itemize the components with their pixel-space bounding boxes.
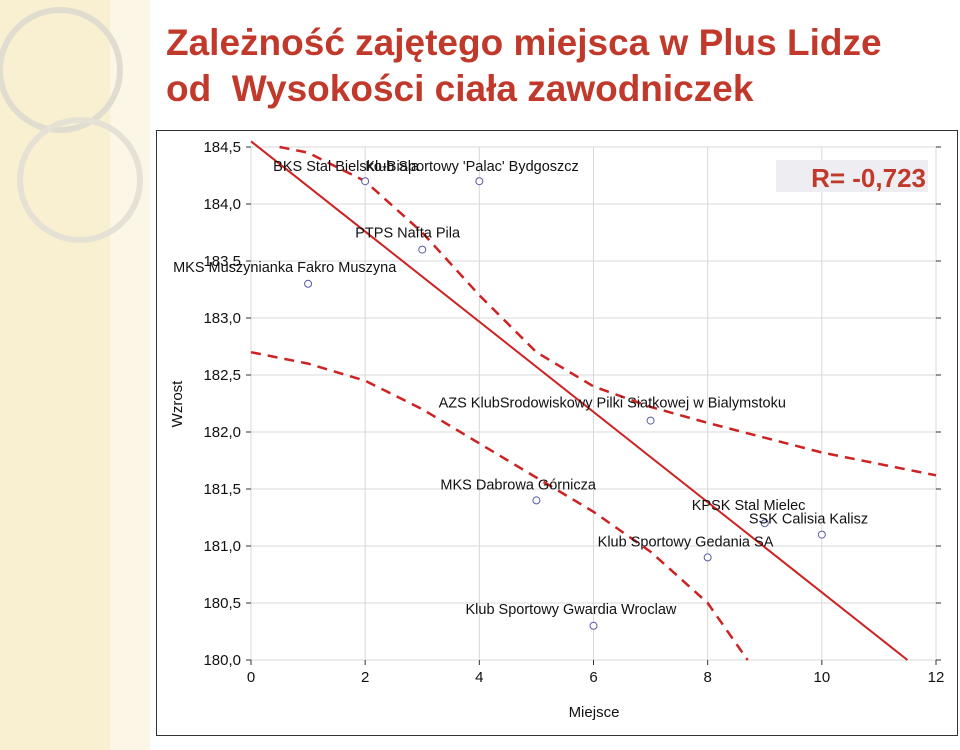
x-tick-label: 0	[247, 669, 255, 686]
regression-fit-line	[250, 140, 909, 661]
scatter-chart: MKS Muszynianka Fakro Muszyna BKS Stal Bi…	[169, 139, 944, 721]
data-points	[304, 177, 826, 630]
point-label: Klub Sportowy Gwardia Wroclaw	[466, 602, 677, 618]
x-axis-label: Miejsce	[569, 704, 620, 721]
x-tick-label: 8	[703, 669, 711, 686]
point-label: MKS Dabrowa Górnicza	[440, 477, 596, 493]
slide-title: Zależność zajętego miejsca w Plus Lidze …	[166, 20, 956, 112]
decor-ring-top	[0, 7, 123, 133]
data-point	[361, 177, 370, 186]
y-tick-label: 181,0	[203, 538, 241, 555]
data-point	[304, 279, 313, 288]
sidebar-fade	[110, 0, 150, 750]
point-label: SSK Calisia Kalisz	[749, 512, 868, 528]
x-tick-label: 2	[361, 669, 369, 686]
data-point	[646, 416, 655, 425]
y-tick-label: 180,0	[203, 652, 241, 669]
data-point	[418, 245, 427, 254]
title-line-1: Zależność zajętego miejsca w Plus Lidze	[166, 22, 882, 63]
title-line-2: od Wysokości ciała zawodniczek	[166, 68, 754, 109]
point-label: Klub Sportowy 'Palac' Bydgoszcz	[365, 159, 578, 175]
y-tick-label: 184,5	[203, 139, 241, 156]
chart-frame	[156, 130, 958, 736]
x-tick-label: 10	[813, 669, 830, 686]
regression-line	[250, 140, 909, 661]
y-tick-label: 184,0	[203, 196, 241, 213]
point-labels: MKS Muszynianka Fakro Muszyna BKS Stal Bi…	[173, 159, 868, 618]
x-tick-label: 4	[475, 669, 483, 686]
axis-ticks: 180,0 180,5 181,0 181,5 182,0 182,5 183,0 183,5…	[203, 139, 944, 686]
x-tick-label: 6	[589, 669, 597, 686]
y-tick-label: 183,0	[203, 310, 241, 327]
confidence-upper-line	[279, 145, 937, 477]
annotation-box	[776, 160, 928, 192]
confidence-lower-line	[250, 350, 749, 661]
y-tick-label: 180,5	[203, 595, 241, 612]
data-point	[475, 177, 484, 186]
decor-ring-bottom	[17, 117, 143, 243]
y-axis-label: Wzrost	[169, 380, 186, 427]
annotation-text: R= -0,723	[811, 163, 926, 193]
data-point	[760, 519, 769, 528]
data-point	[589, 621, 598, 630]
point-label: PTPS Nafta Pila	[355, 226, 461, 242]
x-tick-label: 12	[928, 669, 945, 686]
data-point	[532, 496, 541, 505]
data-point	[703, 553, 712, 562]
y-tick-label: 183,5	[203, 253, 241, 270]
point-label: BKS Stal Bielsko-Biala	[273, 159, 420, 175]
point-label: Klub Sportowy Gedania SA	[598, 534, 774, 550]
y-tick-label: 181,5	[203, 481, 241, 498]
point-label: AZS KlubSrodowiskowy Pilki Siatkowej w B…	[439, 396, 786, 412]
correlation-annotation: R= -0,723	[776, 160, 928, 193]
y-tick-label: 182,5	[203, 367, 241, 384]
data-point	[817, 530, 826, 539]
point-label: MKS Muszynianka Fakro Muszyna	[173, 260, 397, 276]
point-label: KPSK Stal Mielec	[692, 498, 806, 514]
y-tick-label: 182,0	[203, 424, 241, 441]
